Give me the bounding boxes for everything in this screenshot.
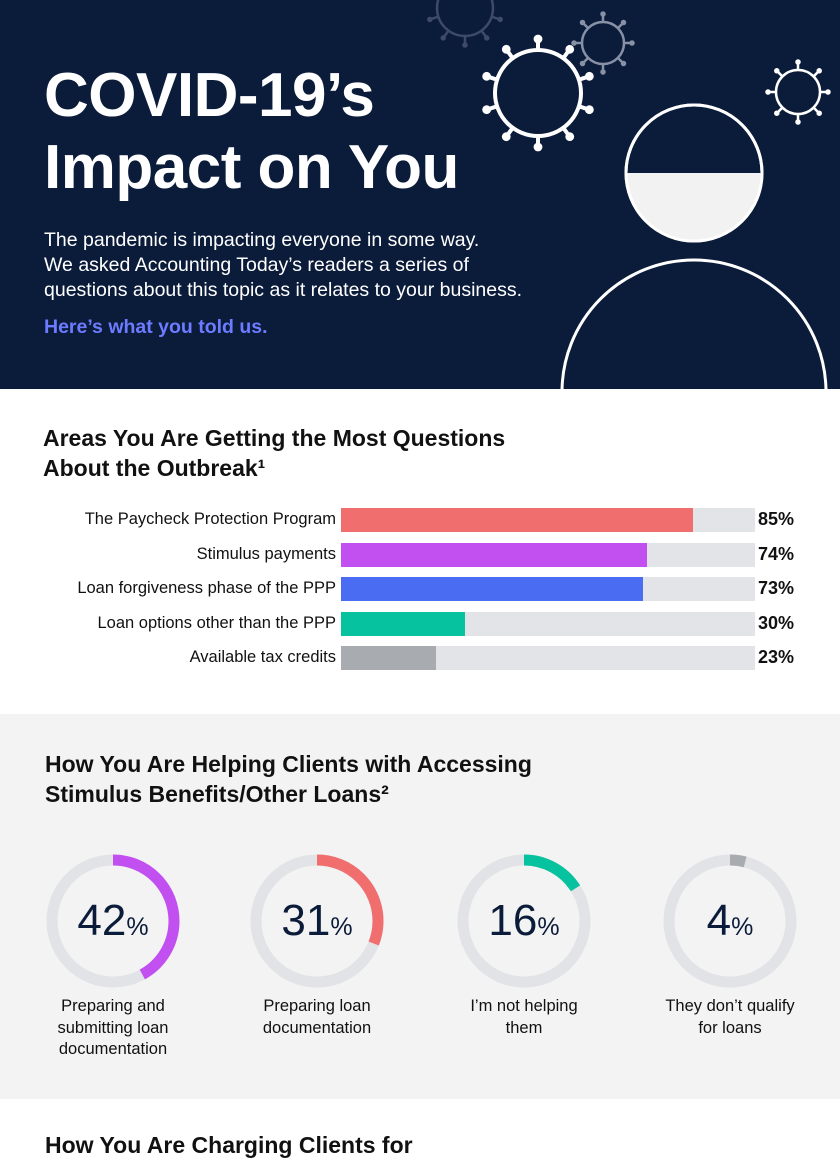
bar-track — [341, 508, 755, 532]
donut-value-label: 16% — [424, 893, 624, 955]
bar-value-label: 73% — [758, 578, 795, 598]
bar-row: Available tax credits 23% — [0, 646, 840, 670]
donut-caption-line: They don’t qualify — [665, 997, 795, 1015]
donut-ring — [46, 854, 180, 988]
bar-track — [341, 611, 755, 636]
page-title: COVID-19’s Impact on You — [44, 60, 459, 204]
donut-value-label: 31% — [217, 893, 417, 955]
donut-slice — [250, 854, 384, 988]
donut-caption: Preparing and submitting loan documentatio… — [13, 996, 213, 1061]
helping-clients-section: How You Are Helping Clients with Accessi… — [0, 714, 840, 1099]
donut-slice — [663, 854, 797, 988]
donut-caption-line: I’m not helping — [470, 997, 578, 1015]
bar-chart-title-line: About the Outbreak¹ — [43, 455, 266, 481]
intro-text: The pandemic is impacting everyone in so… — [44, 228, 604, 303]
title-line: COVID-19’s — [44, 61, 375, 130]
donut-chart-title: How You Are Helping Clients with Accessi… — [45, 749, 532, 809]
bar-row: Loan options other than the PPP 30% — [0, 611, 840, 636]
donut-caption-line: Preparing and — [61, 997, 165, 1015]
donut-caption-line: documentation — [262, 1018, 372, 1037]
bar-value-label: 30% — [758, 612, 795, 633]
bar-label: Available tax credits — [189, 648, 336, 666]
donut-value-label: 42% — [13, 893, 213, 955]
intro-line: questions about this topic as it relates… — [44, 279, 523, 301]
donut-chart-title-line: Stimulus Benefits/Other Loans² — [45, 781, 389, 807]
bar-track — [341, 646, 755, 670]
donut-unit: % — [126, 913, 149, 941]
bar-label: Stimulus payments — [196, 544, 336, 563]
donut-caption: I’m not helping them — [424, 996, 624, 1039]
bar-row: Stimulus payments 74% — [0, 542, 840, 567]
intro-line: We asked Accounting Today’s readers a se… — [44, 254, 469, 276]
hero-illustration — [427, 0, 831, 389]
donut-ring — [250, 854, 384, 988]
bar-row: Loan forgiveness phase of the PPP 73% — [0, 577, 840, 601]
bar-chart-title-line: Areas You Are Getting the Most Questions — [43, 425, 506, 451]
donut-ring — [457, 854, 591, 988]
bar-label: Loan options other than the PPP — [97, 613, 336, 632]
bar-label: The Paycheck Protection Program — [84, 510, 336, 528]
donut-number: 16 — [488, 896, 538, 945]
donut-unit: % — [330, 913, 353, 941]
donut-slice — [457, 854, 591, 988]
bar-value-label: 74% — [758, 543, 795, 564]
donut-number: 31 — [281, 896, 331, 945]
donut-caption-line: submitting loan — [57, 1018, 169, 1037]
charging-clients-section: How You Are Charging Clients for — [0, 1099, 840, 1161]
bar-value-label: 85% — [758, 509, 795, 529]
questions-section: Areas You Are Getting the Most Questions… — [0, 389, 840, 714]
bar — [341, 508, 693, 532]
bar-track — [341, 577, 755, 601]
virus-icon — [427, 0, 831, 152]
title-line: Impact on You — [44, 133, 459, 202]
bar-value-label: 23% — [758, 647, 795, 667]
donut-unit: % — [731, 913, 754, 941]
bar — [341, 577, 644, 601]
bar — [341, 611, 466, 636]
section-title: How You Are Charging Clients for — [45, 1132, 413, 1158]
donut-value-label: 4% — [630, 893, 830, 955]
donut-ring — [663, 854, 797, 988]
donut-unit: % — [537, 913, 560, 941]
donut-chart-title-line: How You Are Helping Clients with Accessi… — [45, 751, 532, 777]
bar-track — [341, 542, 755, 567]
bar-label: Loan forgiveness phase of the PPP — [77, 579, 336, 597]
donut-caption-line: for loans — [698, 1018, 762, 1037]
donut-caption: They don’t qualify for loans — [630, 996, 830, 1039]
bar-row: The Paycheck Protection Program 85% — [0, 508, 840, 532]
donut-caption-line: documentation — [58, 1040, 168, 1058]
bar — [341, 542, 648, 567]
hero-banner: COVID-19’s Impact on You The pandemic is… — [0, 0, 840, 389]
intro-line: The pandemic is impacting everyone in so… — [44, 229, 480, 251]
donut-caption: Preparing loan documentation — [217, 996, 417, 1039]
donut-number: 4 — [706, 896, 732, 945]
bar-chart-title: Areas You Are Getting the Most Questions… — [43, 423, 505, 483]
donut-number: 42 — [77, 896, 127, 945]
bar — [341, 646, 437, 670]
donut-caption-line: Preparing loan — [263, 997, 371, 1015]
donut-slice — [46, 854, 180, 988]
intro-cta: Here’s what you told us. — [44, 316, 268, 338]
donut-caption-line: them — [505, 1018, 543, 1037]
